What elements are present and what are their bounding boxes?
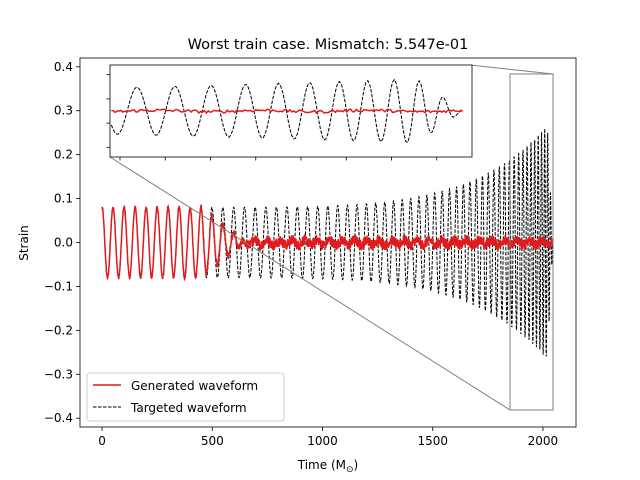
x-ticks: 0 500 1000 1500 2000 bbox=[98, 427, 558, 448]
zoom-box bbox=[509, 73, 554, 411]
y-tick-label: 0.1 bbox=[54, 192, 73, 206]
y-tick-label: 0.3 bbox=[54, 104, 73, 118]
x-tick-label: 1000 bbox=[307, 434, 338, 448]
inset-generated-line bbox=[111, 108, 464, 115]
inset-axes-frame bbox=[109, 64, 473, 158]
x-axis-label: Time (M⊙) bbox=[297, 458, 358, 475]
y-tick-label: −0.4 bbox=[44, 411, 73, 425]
x-tick-label: 500 bbox=[201, 434, 224, 448]
chart-title: Worst train case. Mismatch: 5.547e-01 bbox=[188, 37, 469, 53]
y-tick-label: 0.0 bbox=[54, 236, 73, 250]
zoom-connector-bottom bbox=[109, 156, 511, 411]
legend-generated-label: Generated waveform bbox=[131, 379, 258, 393]
y-tick-label: 0.2 bbox=[54, 148, 73, 162]
inset-targeted-line bbox=[110, 78, 463, 144]
inset-series-group bbox=[110, 78, 464, 144]
main-plot-area: 0 500 1000 1500 2000 −0.4 −0.3 −0.2 −0.1 0.0 0.1 0… bbox=[44, 57, 577, 448]
y-axis-label: Strain bbox=[17, 225, 31, 261]
y-ticks: −0.4 −0.3 −0.2 −0.1 0.0 0.1 0.2 0.3 0.4 bbox=[44, 60, 80, 425]
y-tick-label: −0.2 bbox=[44, 323, 73, 337]
x-tick-label: 0 bbox=[98, 434, 106, 448]
y-tick-label: −0.1 bbox=[44, 279, 73, 293]
main-series-group bbox=[101, 128, 554, 357]
zoom-connector-top bbox=[469, 64, 554, 75]
y-tick-label: 0.4 bbox=[54, 60, 73, 74]
generated-waveform-line bbox=[101, 204, 554, 282]
y-tick-label: −0.3 bbox=[44, 367, 73, 381]
x-tick-label: 1500 bbox=[417, 434, 448, 448]
inset-plot bbox=[106, 64, 473, 161]
legend-targeted-label: Targeted waveform bbox=[130, 401, 247, 415]
zoom-indicator bbox=[109, 64, 554, 411]
legend-frame bbox=[86, 372, 285, 422]
targeted-waveform-line bbox=[101, 128, 554, 357]
x-tick-label: 2000 bbox=[528, 434, 559, 448]
inset-ticks bbox=[106, 74, 438, 161]
legend: Generated waveform Targeted waveform bbox=[86, 372, 285, 422]
